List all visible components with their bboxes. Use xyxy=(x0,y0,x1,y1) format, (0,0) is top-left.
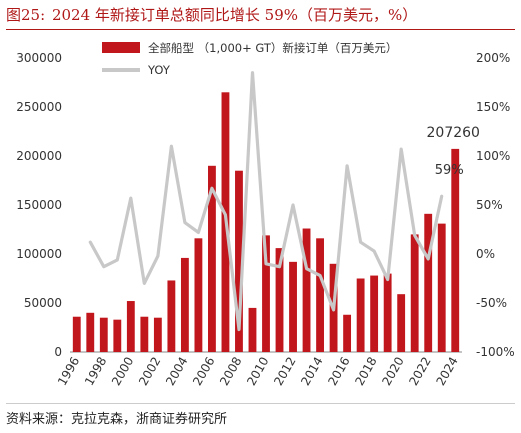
bar xyxy=(153,317,162,352)
bar xyxy=(262,235,270,352)
source-note: 资料来源：克拉克森，浙商证券研究所 xyxy=(6,412,228,427)
legend-bar-swatch xyxy=(102,42,140,53)
orders-chart: 0 50000 100000 150000 200000 250000 300000 -100… xyxy=(16,41,515,388)
y-right-tick-label: 0% xyxy=(476,247,495,261)
y-left-tick-label: 100000 xyxy=(16,247,62,261)
y-left-tick-label: 250000 xyxy=(16,100,62,114)
bar xyxy=(370,275,379,352)
figure-title-text: 2024 年新接订单总额同比增长 59%（百万美元，%） xyxy=(51,6,418,24)
x-tick-label: 2010 xyxy=(244,355,271,388)
x-tick-label: 2006 xyxy=(190,355,217,388)
bar xyxy=(289,261,297,352)
y-right-tick-label: -50% xyxy=(476,296,507,310)
bar xyxy=(437,223,446,352)
x-tick-label: 1998 xyxy=(82,355,109,388)
y-right-tick-label: 100% xyxy=(476,149,510,163)
bar xyxy=(86,312,95,352)
bar xyxy=(397,294,406,352)
bar xyxy=(140,316,149,352)
legend-line-label: YOY xyxy=(147,63,171,77)
bar xyxy=(113,319,122,352)
x-tick-label: 2016 xyxy=(325,355,352,388)
bar xyxy=(180,257,189,352)
bar-data-label: 207260 xyxy=(427,125,480,141)
bar xyxy=(126,301,135,352)
y-right-tick-label: 50% xyxy=(476,198,503,212)
yoy-line xyxy=(88,71,444,332)
figure-title: 图25: 2024 年新接订单总额同比增长 59%（百万美元，%） xyxy=(6,4,417,25)
bar xyxy=(235,170,243,352)
x-tick-label: 2004 xyxy=(163,355,190,388)
y-right-tick-label: 200% xyxy=(476,51,510,65)
y-left-tick-label: 200000 xyxy=(16,149,62,163)
yoy-data-label: 59% xyxy=(435,163,464,178)
bar xyxy=(316,238,324,352)
y-right-tick-label: -100% xyxy=(476,345,515,359)
bar xyxy=(424,213,433,352)
x-tick-label: 1996 xyxy=(55,355,82,388)
y-left-tick-label: 50000 xyxy=(24,296,62,310)
source-divider xyxy=(6,403,515,404)
bar xyxy=(356,278,365,352)
bar xyxy=(343,314,352,352)
x-tick-label: 2014 xyxy=(298,355,325,388)
y-right-tick-label: 150% xyxy=(476,100,510,114)
x-tick-label: 2012 xyxy=(271,355,298,388)
x-tick-label: 2022 xyxy=(406,355,433,388)
bar xyxy=(194,238,203,352)
bar xyxy=(410,234,419,352)
x-tick-label: 2024 xyxy=(433,355,460,388)
bar xyxy=(208,165,216,352)
title-divider xyxy=(6,29,515,30)
bar xyxy=(451,148,460,352)
y-left-tick-label: 150000 xyxy=(16,198,62,212)
figure-number: 图25: xyxy=(6,6,46,24)
bar xyxy=(99,317,108,352)
y-left-tick-label: 0 xyxy=(54,345,62,359)
bar xyxy=(248,307,257,352)
legend-bar-label: 全部船型 （1,000+ GT）新接订单（百万美元） xyxy=(148,41,397,55)
x-tick-label: 2000 xyxy=(109,355,136,388)
bar xyxy=(72,316,81,352)
bar xyxy=(167,280,176,352)
x-tick-label: 2008 xyxy=(217,355,244,388)
bar xyxy=(302,228,311,352)
bar xyxy=(275,248,284,352)
x-tick-label: 2002 xyxy=(136,355,163,388)
bar xyxy=(383,273,392,352)
x-tick-label: 2020 xyxy=(379,355,406,388)
x-tick-label: 2018 xyxy=(352,355,379,388)
y-left-tick-label: 300000 xyxy=(16,51,62,65)
